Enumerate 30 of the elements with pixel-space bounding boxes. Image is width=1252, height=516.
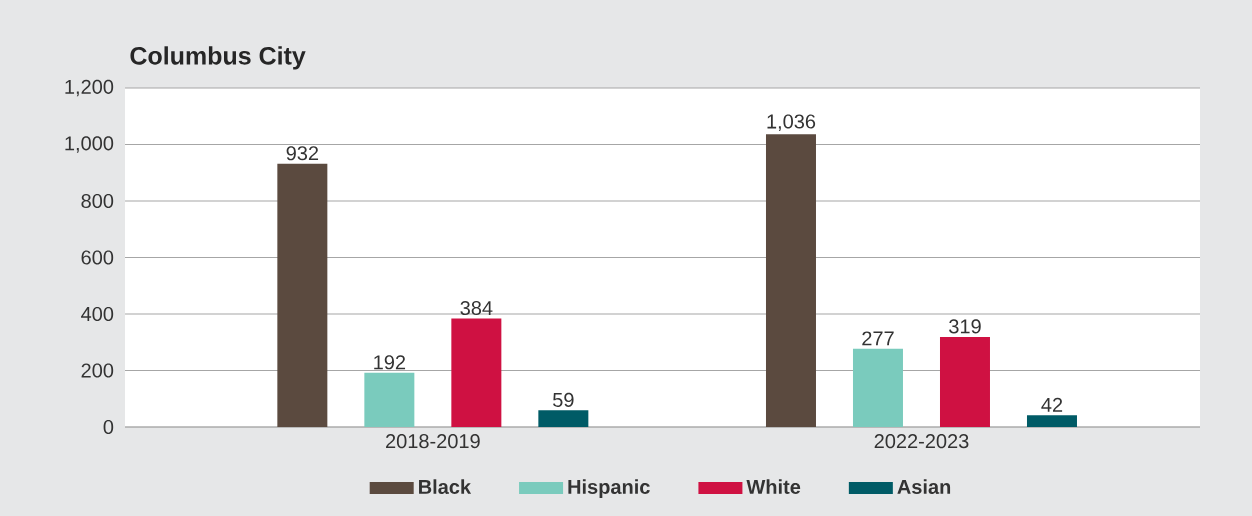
data-label: 384 bbox=[460, 300, 493, 316]
y-tick-label: 600 bbox=[81, 250, 114, 265]
y-tick-label: 200 bbox=[81, 363, 114, 378]
bar bbox=[451, 318, 502, 427]
data-label: 59 bbox=[553, 392, 574, 407]
data-label: 932 bbox=[286, 146, 319, 161]
y-tick-label: 0 bbox=[103, 419, 114, 435]
bar bbox=[538, 410, 589, 427]
data-label: 1,036 bbox=[767, 114, 816, 131]
data-label: 319 bbox=[949, 319, 981, 334]
bar bbox=[1026, 415, 1077, 427]
bar bbox=[939, 336, 990, 427]
legend-label: Asian bbox=[897, 479, 951, 494]
legend-label: White bbox=[746, 479, 801, 494]
x-tick-label: 2018-2019 bbox=[386, 434, 480, 449]
bar bbox=[277, 163, 328, 427]
y-tick-label: 400 bbox=[81, 306, 114, 322]
data-label: 42 bbox=[1041, 397, 1063, 412]
x-tick-label: 2022-2023 bbox=[874, 434, 969, 449]
data-label: 192 bbox=[374, 355, 406, 370]
bar bbox=[852, 348, 903, 427]
data-label: 277 bbox=[862, 331, 894, 346]
bar bbox=[364, 372, 415, 427]
y-tick-label: 1,000 bbox=[65, 136, 114, 153]
y-tick-label: 1,200 bbox=[65, 79, 114, 97]
bar bbox=[765, 134, 816, 427]
chart-title: Columbus City bbox=[130, 46, 306, 70]
y-tick-label: 800 bbox=[81, 193, 114, 209]
legend-label: Black bbox=[419, 479, 472, 494]
legend-label: Hispanic bbox=[568, 479, 650, 498]
